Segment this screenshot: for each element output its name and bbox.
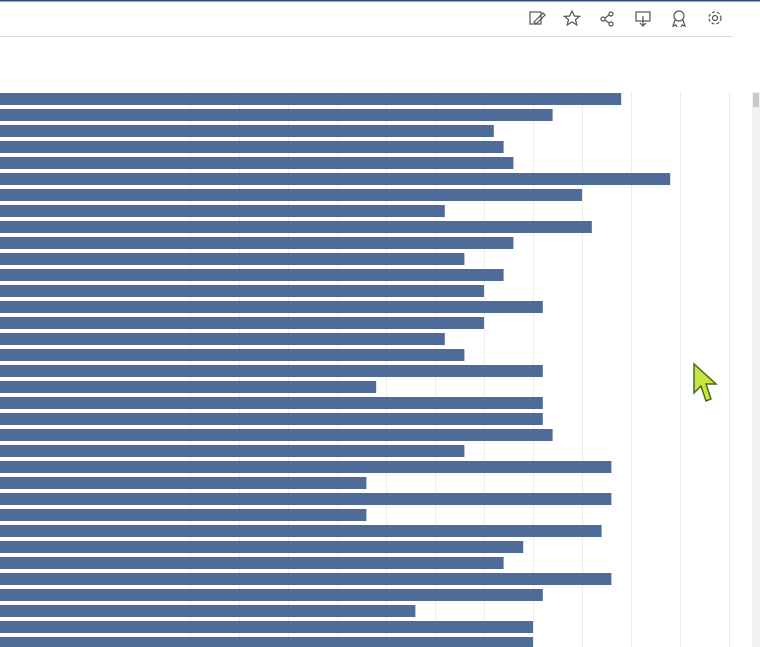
top-border [0,0,760,2]
bar [0,605,416,617]
bar [0,461,612,473]
bar [0,365,543,377]
bar [0,525,602,537]
plot [0,92,730,647]
bar [0,477,367,489]
bar [0,509,367,521]
bar [0,285,484,297]
bar [0,109,553,121]
metrics-button[interactable] [672,10,686,28]
bar [0,317,484,329]
bar [0,589,543,601]
bar [0,541,524,553]
toolbar [529,9,722,28]
bar [0,637,533,647]
bar [0,141,504,153]
bar [0,253,465,265]
download-button[interactable] [635,11,651,27]
favorite-button[interactable] [562,9,582,27]
bar [0,125,494,137]
bar [0,157,514,169]
bar [0,397,543,409]
bar [0,557,504,569]
bar [0,413,543,425]
bar [0,173,671,185]
bar [0,349,465,361]
bar [0,333,445,345]
bar [0,573,612,585]
bar [0,493,612,505]
share-button[interactable] [600,11,614,27]
scrollbar[interactable] [752,92,760,647]
bar [0,301,543,313]
settings-button[interactable] [708,11,722,25]
cursor [693,362,718,402]
bar [0,269,504,281]
bar [0,381,377,393]
edit-button[interactable] [529,11,546,25]
bar [0,621,533,633]
bar [0,205,445,217]
bar [0,237,514,249]
bar [0,189,582,201]
bar [0,93,622,105]
scrollbar-thumb[interactable] [753,93,759,107]
bar [0,445,465,457]
bar [0,221,592,233]
bar [0,429,553,441]
